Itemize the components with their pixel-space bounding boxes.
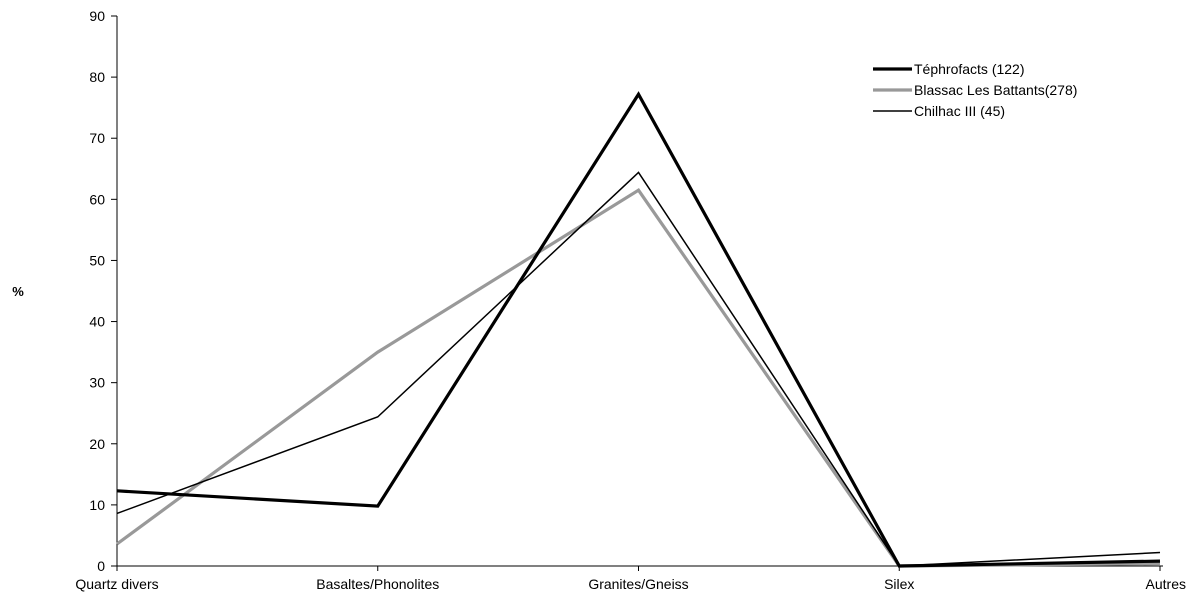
y-ticks: 0 10 20 30 40 50 60 70 80 90 — [89, 8, 117, 574]
x-tick-label: Quartz divers — [75, 576, 158, 592]
legend: Téphrofacts (122) Blassac Les Battants(27… — [873, 61, 1077, 119]
series-line-0 — [116, 91, 1161, 568]
y-tick-label: 0 — [97, 558, 105, 574]
y-tick-label: 70 — [89, 130, 105, 146]
series-lines — [116, 91, 1161, 568]
y-tick-label: 10 — [89, 497, 105, 513]
y-tick-label: 40 — [89, 314, 105, 330]
legend-label: Chilhac III (45) — [914, 103, 1005, 119]
y-tick-label: 90 — [89, 8, 105, 24]
y-axis-label: % — [12, 284, 24, 299]
y-tick-label: 60 — [89, 191, 105, 207]
x-ticks: Quartz divers Basaltes/Phonolites Granites… — [75, 566, 1186, 592]
legend-label: Téphrofacts (122) — [914, 61, 1025, 77]
x-tick-label: Basaltes/Phonolites — [316, 576, 439, 592]
series-line-2 — [116, 171, 1161, 567]
y-tick-label: 20 — [89, 436, 105, 452]
y-tick-label: 30 — [89, 375, 105, 391]
y-tick-label: 80 — [89, 69, 105, 85]
x-tick-label: Silex — [884, 576, 914, 592]
series-line-1 — [116, 188, 1161, 568]
x-tick-label: Granites/Gneiss — [588, 576, 688, 592]
y-tick-label: 50 — [89, 252, 105, 268]
legend-label: Blassac Les Battants(278) — [914, 82, 1077, 98]
x-tick-label: Autres — [1146, 576, 1186, 592]
